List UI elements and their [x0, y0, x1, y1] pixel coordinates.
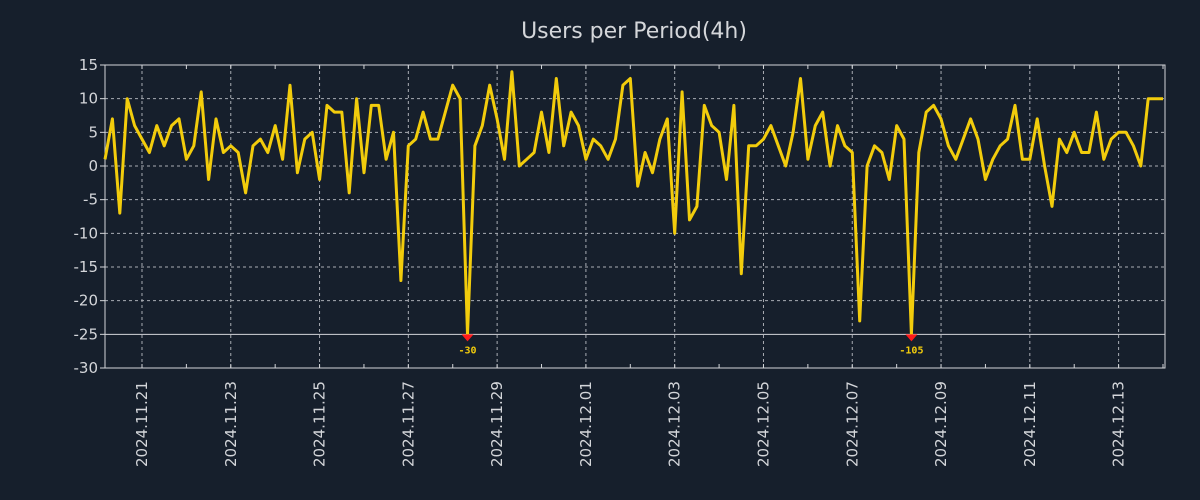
- x-tick-label: 2024.11.21: [133, 381, 151, 467]
- x-tick-label: 2024.12.13: [1110, 381, 1128, 467]
- y-tick-label: 10: [79, 90, 98, 108]
- clipped-markers: -30 -105: [459, 334, 923, 356]
- clipped-value-label: -105: [899, 345, 923, 356]
- chart-title: Users per Period(4h): [521, 19, 747, 44]
- x-tick-label: 2024.12.01: [577, 381, 595, 467]
- x-tick-label: 2024.12.03: [666, 381, 684, 467]
- y-tick-label: -30: [74, 359, 99, 377]
- y-tick-label: -5: [83, 191, 98, 209]
- series-users: [103, 70, 1163, 336]
- x-tick-label: 2024.11.23: [222, 381, 240, 467]
- y-tick-label: 15: [79, 56, 98, 74]
- x-tick-label: 2024.12.05: [754, 381, 772, 467]
- clipped-value-label: -30: [459, 345, 477, 356]
- x-tick-label: 2024.12.07: [843, 381, 861, 467]
- y-axis: 15 10 5 0 -5 -10 -15 -20 -25 -30: [74, 56, 105, 377]
- y-tick-label: 5: [88, 123, 98, 141]
- y-tick-label: -10: [74, 224, 99, 242]
- x-axis: 2024.11.21 2024.11.23 2024.11.25 2024.11.27…: [133, 65, 1164, 467]
- x-tick-label: 2024.12.11: [1021, 381, 1039, 467]
- y-tick-label: -15: [74, 258, 99, 276]
- clipped-point-marker: [905, 334, 918, 342]
- grid: [105, 65, 1165, 368]
- plot-frame: [104, 64, 1166, 369]
- y-tick-label: 0: [88, 157, 98, 175]
- x-tick-label: 2024.11.29: [488, 381, 506, 467]
- clipped-point-marker: [461, 334, 474, 342]
- x-tick-label: 2024.12.09: [932, 381, 950, 467]
- y-tick-label: -20: [74, 292, 99, 310]
- x-tick-label: 2024.11.25: [311, 381, 329, 467]
- x-tick-label: 2024.11.27: [399, 381, 417, 467]
- series-line: [103, 70, 1163, 336]
- y-tick-label: -25: [74, 325, 99, 343]
